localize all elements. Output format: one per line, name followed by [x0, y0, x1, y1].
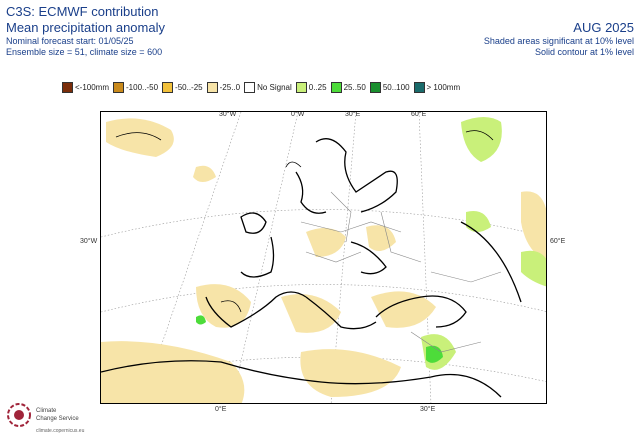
legend-label-2: -50..-25 — [175, 82, 203, 92]
color-legend: <-100mm -100..-50 -50..-25 -25..0 No Signal 0… — [62, 80, 464, 94]
strong-wet-anomaly-areas — [196, 315, 443, 363]
legend-item-1: -100..-50 — [113, 80, 158, 94]
legend-swatch-3 — [206, 81, 218, 93]
legend-swatch-2 — [162, 81, 174, 93]
legend-label-6: 25..50 — [343, 82, 366, 92]
legend-swatch-1 — [113, 81, 125, 93]
lon-label-top-0: 30°W — [219, 111, 237, 118]
legend-item-2: -50..-25 — [162, 80, 203, 94]
legend-item-3: -25..0 — [206, 80, 241, 94]
lon-label-bottom-0: 0°E — [215, 406, 227, 413]
valid-month: AUG 2025 — [573, 20, 634, 35]
significance-contour-note: Solid contour at 1% level — [534, 47, 634, 57]
map-svg — [101, 112, 546, 403]
legend-item-5: 0..25 — [295, 80, 327, 94]
lon-label-top-3: 60°E — [411, 111, 427, 118]
legend-swatch-6 — [330, 81, 342, 93]
legend-item-7: 50..100 — [369, 80, 410, 94]
legend-item-6: 25..50 — [330, 80, 366, 94]
legend-swatch-5 — [295, 81, 307, 93]
org-url: climate.copernicus.eu — [36, 428, 85, 434]
legend-item-0: <-100mm — [62, 80, 109, 94]
precipitation-anomaly-map: 30°W 0°W 30°E 60°E — [100, 111, 547, 404]
legend-item-8: > 100mm — [413, 80, 461, 94]
legend-label-0: <-100mm — [75, 82, 110, 92]
significance-contours — [115, 130, 494, 313]
lon-label-top-2: 30°E — [345, 111, 361, 118]
org-name-line2: Change Service — [36, 416, 79, 422]
legend-label-7: 50..100 — [382, 82, 410, 92]
lat-label-right: 60°E — [550, 238, 566, 245]
copernicus-logo: Climate Change Service — [6, 402, 79, 428]
legend-label-3: -25..0 — [219, 82, 241, 92]
coastlines — [101, 138, 522, 398]
chart-variable-title: Mean precipitation anomaly — [6, 20, 165, 35]
legend-item-4: No Signal — [244, 80, 292, 94]
header-left: C3S: ECMWF contribution Mean precipitati… — [6, 4, 165, 58]
forecast-start-text: Nominal forecast start: 01/05/25 — [6, 36, 134, 46]
ensemble-size-text: Ensemble size = 51, climate size = 600 — [6, 47, 163, 57]
legend-label-8: > 100mm — [426, 82, 461, 92]
lon-label-top-1: 0°W — [291, 111, 305, 118]
country-borders — [300, 191, 502, 353]
legend-label-5: 0..25 — [308, 82, 327, 92]
org-name-line1: Climate — [36, 408, 57, 414]
legend-label-1: -100..-50 — [126, 82, 159, 92]
legend-swatch-0 — [62, 81, 73, 93]
lat-label-left: 30°W — [80, 238, 98, 245]
legend-label-4: No Signal — [257, 82, 292, 92]
header-right: AUG 2025 Shaded areas significant at 10%… — [484, 4, 634, 58]
chart-source-title: C3S: ECMWF contribution — [6, 4, 159, 19]
lon-label-bottom-1: 30°E — [420, 406, 436, 413]
copernicus-emblem-icon — [7, 403, 31, 427]
legend-swatch-4 — [244, 81, 256, 93]
legend-swatch-7 — [369, 81, 381, 93]
legend-swatch-8 — [413, 81, 425, 93]
dry-anomaly-areas — [101, 118, 546, 403]
significance-shaded-note: Shaded areas significant at 10% level — [483, 36, 634, 46]
